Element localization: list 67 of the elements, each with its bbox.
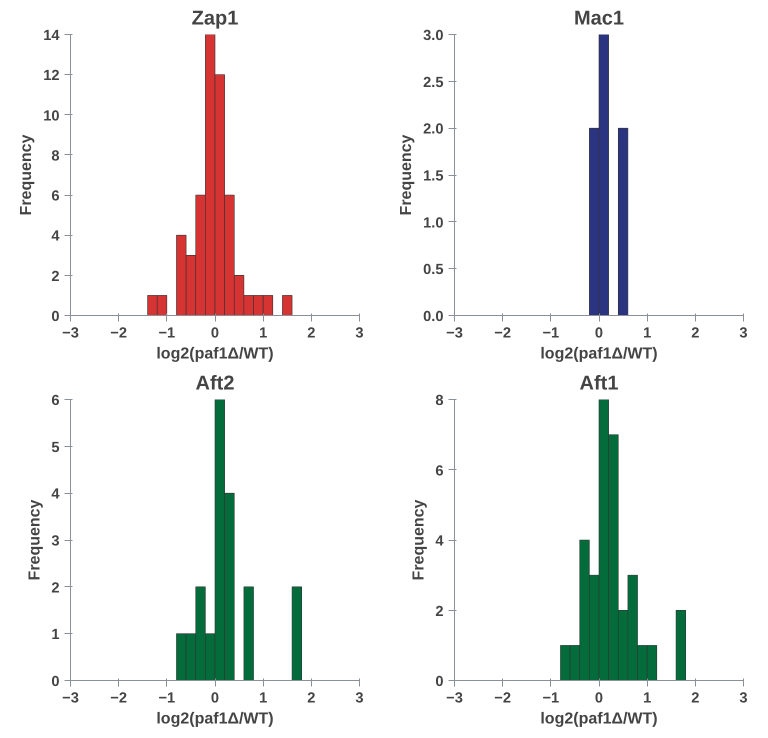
y-tick-label: 14 [43,28,60,44]
x-tick-label: 3 [739,690,748,706]
x-axis-title: log2(paf1Δ/WT) [156,710,274,728]
x-tick-label: 0 [210,326,220,342]
y-tick-label: 2 [435,604,444,620]
x-tick-label: 0 [594,326,604,342]
x-tick-label: 2 [307,690,316,706]
chart-title: Zap1 [192,8,238,30]
y-tick-label: 6 [435,463,444,480]
y-tick-label: 8 [51,148,60,164]
y-tick-label: 0 [435,674,444,690]
x-tick-label: 2 [691,690,700,706]
x-tick-label: 0 [210,690,220,706]
x-tick-label: 1 [259,326,268,342]
y-tick-label: 10 [43,108,60,124]
x-tick-label: −2 [494,326,512,342]
y-tick-label: 4 [51,486,60,503]
x-tick-label: −3 [62,690,79,706]
y-tick-label: 2.0 [423,122,444,138]
y-tick-label: 0 [51,309,60,325]
y-tick-label: 2 [51,268,60,285]
x-tick-label: −3 [62,326,79,342]
x-tick-label: 3 [355,690,364,706]
x-tick-label: 3 [355,326,364,342]
x-tick-label: 1 [259,690,268,706]
x-axis-title: log2(paf1Δ/WT) [540,710,658,728]
x-tick-label: 3 [739,326,748,342]
y-tick-label: 6 [51,188,60,205]
y-axis-title: Frequency [398,134,416,216]
y-tick-label: 4 [435,534,444,550]
x-tick-label: 1 [643,326,652,342]
y-axis-title: Frequency [18,134,36,216]
y-tick-label: 0.5 [423,262,444,278]
x-tick-label: 2 [307,326,316,342]
y-tick-label: 8 [435,393,444,409]
x-tick-label: −2 [494,690,512,706]
y-tick-label: 3.0 [423,28,444,44]
x-tick-label: −1 [158,690,176,706]
y-tick-label: 1 [51,627,60,644]
y-tick-label: 1.0 [423,215,444,232]
y-tick-label: 4 [51,228,60,245]
x-axis-title: log2(paf1Δ/WT) [540,346,658,362]
x-tick-label: −3 [446,690,463,706]
y-tick-label: 3 [51,534,60,550]
x-tick-label: −2 [110,690,128,706]
x-tick-label: 1 [643,690,652,706]
y-axis-title: Frequency [26,499,44,580]
y-tick-label: 1.5 [423,168,444,184]
x-tick-label: 0 [594,690,604,706]
x-tick-label: −1 [542,326,560,342]
x-tick-label: 2 [691,326,700,342]
x-tick-label: −2 [110,326,128,342]
y-axis-title: Frequency [410,499,428,580]
x-tick-label: −3 [446,326,463,342]
y-tick-label: 2 [51,580,60,596]
y-tick-label: 12 [43,68,60,84]
x-axis-title: log2(paf1Δ/WT) [156,346,274,362]
chart-title: Mac1 [574,8,624,30]
x-tick-label: −1 [542,690,560,706]
chart-title: Aft1 [580,372,618,394]
y-tick-label: 0 [51,674,60,690]
y-tick-label: 6 [51,393,60,409]
y-tick-label: 5 [51,440,60,456]
x-tick-label: −1 [158,326,176,342]
y-tick-label: 2.5 [423,74,444,91]
chart-title: Aft2 [196,372,234,394]
y-tick-label: 0.0 [423,309,444,325]
